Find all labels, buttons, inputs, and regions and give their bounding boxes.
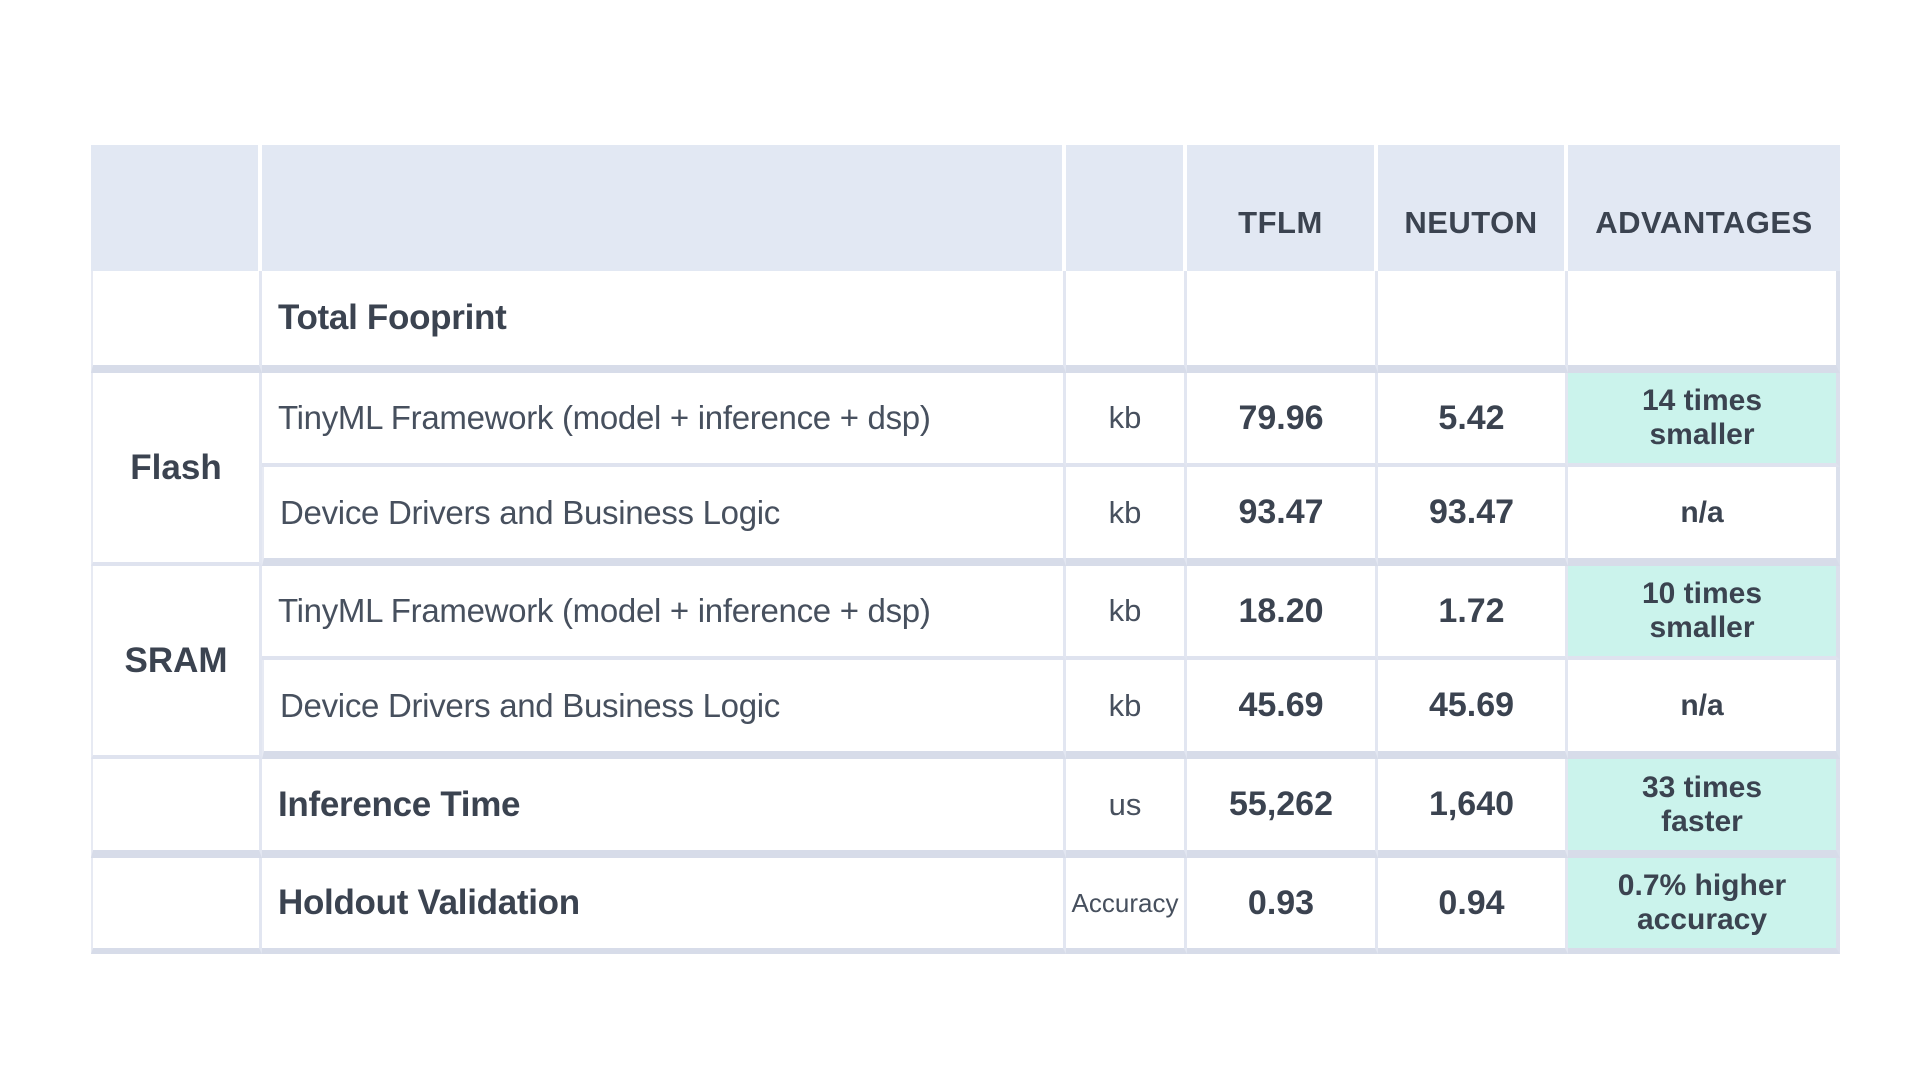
row-sram-drivers: Device Drivers and Business Logic kb 45.… [91,660,1840,759]
cell-total-footprint-neuton [1378,271,1568,373]
advantage-line-1: n/a [1680,688,1724,722]
cell-total-footprint-label: Total Fooprint [262,271,1066,373]
cell-empty-group [91,858,262,954]
header-cell-advantages: ADVANTAGES [1568,145,1840,271]
cell-empty-group [91,759,262,858]
row-holdout-validation: Holdout Validation Accuracy 0.93 0.94 0.… [91,858,1840,954]
advantage-line-1: 14 times [1641,384,1763,418]
cell-flash-framework-advantage: 14 times smaller [1568,373,1840,467]
cell-flash-framework-unit: kb [1066,373,1187,467]
advantage-line-2: smaller [1649,611,1755,644]
cell-total-footprint-advantage [1568,271,1840,373]
cell-flash-drivers-label: Device Drivers and Business Logic [262,467,1066,566]
cell-total-footprint-unit [1066,271,1187,373]
advantage-line-2: faster [1661,804,1743,838]
cell-flash-framework-neuton: 5.42 [1378,373,1568,467]
cell-inference-label: Inference Time [262,759,1066,858]
cell-inference-unit: us [1066,759,1187,858]
advantage-line-2: smaller [1649,418,1755,451]
row-inference-time: Inference Time us 55,262 1,640 33 times … [91,759,1840,858]
cell-empty-group [91,271,262,373]
cell-flash-drivers-advantage: n/a [1568,467,1840,566]
advantage-line-1: 0.7% higher [1617,869,1787,903]
cell-holdout-unit: Accuracy [1066,858,1187,954]
cell-flash-drivers-tflm: 93.47 [1187,467,1378,566]
cell-sram-framework-neuton: 1.72 [1378,566,1568,660]
comparison-table: TFLM NEUTON ADVANTAGES Total Fooprint Fl… [91,145,1840,954]
cell-sram-drivers-tflm: 45.69 [1187,660,1378,759]
cell-holdout-advantage: 0.7% higher accuracy [1568,858,1840,954]
cell-flash-framework-tflm: 79.96 [1187,373,1378,467]
cell-holdout-tflm: 0.93 [1187,858,1378,954]
cell-inference-advantage: 33 times faster [1568,759,1840,858]
cell-sram-drivers-neuton: 45.69 [1378,660,1568,759]
cell-inference-tflm: 55,262 [1187,759,1378,858]
cell-total-footprint-tflm [1187,271,1378,373]
cell-group-flash: Flash [91,373,262,566]
row-total-footprint: Total Fooprint [91,271,1840,373]
cell-sram-framework-label: TinyML Framework (model + inference + ds… [262,566,1066,660]
advantage-line-1: 33 times [1641,770,1763,804]
cell-sram-framework-unit: kb [1066,566,1187,660]
row-flash-drivers: Device Drivers and Business Logic kb 93.… [91,467,1840,566]
advantage-line-1: n/a [1680,495,1724,529]
cell-group-sram: SRAM [91,566,262,759]
header-cell-tflm: TFLM [1187,145,1378,271]
cell-sram-drivers-unit: kb [1066,660,1187,759]
header-row: TFLM NEUTON ADVANTAGES [91,145,1840,271]
cell-holdout-neuton: 0.94 [1378,858,1568,954]
cell-flash-drivers-neuton: 93.47 [1378,467,1568,566]
header-cell-spacer-1 [91,145,262,271]
cell-sram-drivers-advantage: n/a [1568,660,1840,759]
comparison-table-container: TFLM NEUTON ADVANTAGES Total Fooprint Fl… [91,145,1840,954]
header-cell-neuton: NEUTON [1378,145,1568,271]
cell-holdout-label: Holdout Validation [262,858,1066,954]
header-cell-spacer-2 [262,145,1066,271]
advantage-line-1: 10 times [1641,577,1763,611]
advantage-line-2: accuracy [1636,903,1768,936]
cell-sram-drivers-label: Device Drivers and Business Logic [262,660,1066,759]
cell-flash-framework-label: TinyML Framework (model + inference + ds… [262,373,1066,467]
cell-flash-drivers-unit: kb [1066,467,1187,566]
row-flash-framework: Flash TinyML Framework (model + inferenc… [91,373,1840,566]
cell-sram-framework-advantage: 10 times smaller [1568,566,1840,660]
row-sram-framework: SRAM TinyML Framework (model + inference… [91,566,1840,759]
header-cell-spacer-3 [1066,145,1187,271]
cell-inference-neuton: 1,640 [1378,759,1568,858]
cell-sram-framework-tflm: 18.20 [1187,566,1378,660]
